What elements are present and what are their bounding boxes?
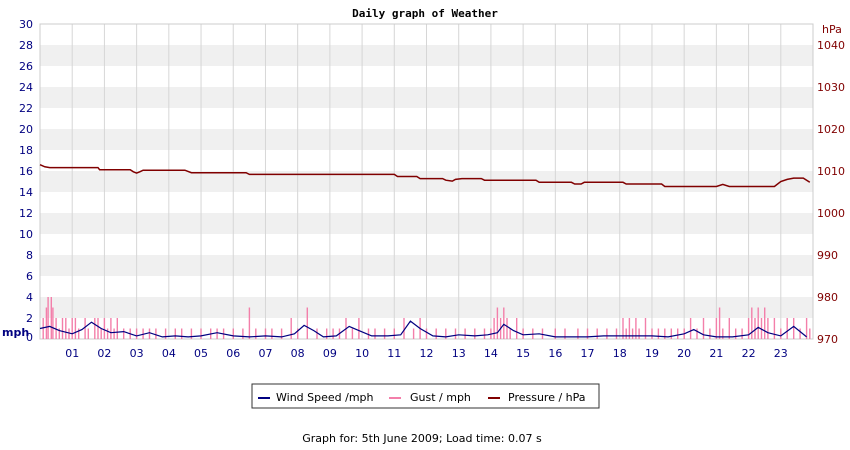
x-tick-label: 20 — [677, 347, 691, 360]
left-tick-label: 14 — [19, 186, 33, 199]
legend-label-wind: Wind Speed /mph — [276, 391, 374, 404]
left-tick-label: 6 — [26, 270, 33, 283]
left-tick-label: 30 — [19, 18, 33, 31]
x-tick-label: 03 — [130, 347, 144, 360]
right-tick-label: 1040 — [817, 39, 845, 52]
right-tick-label: 1030 — [817, 81, 845, 94]
x-axis: 01 02 03 04 05 06 07 08 09 10 11 12 13 14 15 16 17 18 19 20… — [65, 347, 788, 360]
pressure-line — [39, 164, 811, 188]
right-tick-label: 1010 — [817, 165, 845, 178]
left-tick-label: 0 — [26, 331, 33, 344]
x-tick-label: 18 — [613, 347, 627, 360]
x-tick-label: 15 — [516, 347, 530, 360]
grid — [39, 23, 814, 340]
wind-speed-line — [39, 320, 807, 338]
x-tick-label: 14 — [484, 347, 498, 360]
left-tick-label: 18 — [19, 144, 33, 157]
x-tick-label: 17 — [581, 347, 595, 360]
left-tick-label: 12 — [19, 207, 33, 220]
x-tick-label: 11 — [387, 347, 401, 360]
left-tick-label: 10 — [19, 228, 33, 241]
right-axis: 970 980 990 1000 1010 1020 1030 1040 — [817, 39, 845, 346]
x-tick-label: 05 — [194, 347, 208, 360]
left-tick-label: 2 — [26, 312, 33, 325]
x-tick-label: 13 — [452, 347, 466, 360]
right-tick-label: 1000 — [817, 207, 845, 220]
right-axis-unit: hPa — [822, 23, 842, 36]
x-tick-label: 21 — [709, 347, 723, 360]
x-tick-label: 23 — [774, 347, 788, 360]
x-tick-label: 07 — [258, 347, 272, 360]
x-tick-label: 04 — [162, 347, 176, 360]
legend: Wind Speed /mph Gust / mph Pressure / hP… — [251, 383, 600, 409]
x-tick-label: 08 — [291, 347, 305, 360]
legend-label-gust: Gust / mph — [410, 391, 471, 404]
x-tick-label: 02 — [97, 347, 111, 360]
chart-title: Daily graph of Weather — [352, 7, 498, 20]
right-tick-label: 990 — [817, 249, 838, 262]
left-tick-label: 20 — [19, 123, 33, 136]
x-tick-label: 19 — [645, 347, 659, 360]
footer-text: Graph for: 5th June 2009; Load time: 0.0… — [302, 432, 542, 445]
x-tick-label: 09 — [323, 347, 337, 360]
left-tick-label: 24 — [19, 81, 33, 94]
series — [39, 164, 811, 339]
right-tick-label: 970 — [817, 333, 838, 346]
left-tick-label: 28 — [19, 39, 33, 52]
left-tick-label: 4 — [26, 291, 33, 304]
left-tick-label: 26 — [19, 60, 33, 73]
x-tick-label: 16 — [548, 347, 562, 360]
right-tick-label: 1020 — [817, 123, 845, 136]
left-tick-label: 16 — [19, 165, 33, 178]
legend-label-pressure: Pressure / hPa — [508, 391, 586, 404]
x-tick-label: 22 — [742, 347, 756, 360]
x-tick-label: 12 — [420, 347, 434, 360]
x-tick-label: 01 — [65, 347, 79, 360]
left-tick-label: 8 — [26, 249, 33, 262]
right-tick-label: 980 — [817, 291, 838, 304]
x-tick-label: 10 — [355, 347, 369, 360]
x-tick-label: 06 — [226, 347, 240, 360]
left-axis-unit: mph — [2, 326, 29, 339]
left-tick-label: 22 — [19, 102, 33, 115]
